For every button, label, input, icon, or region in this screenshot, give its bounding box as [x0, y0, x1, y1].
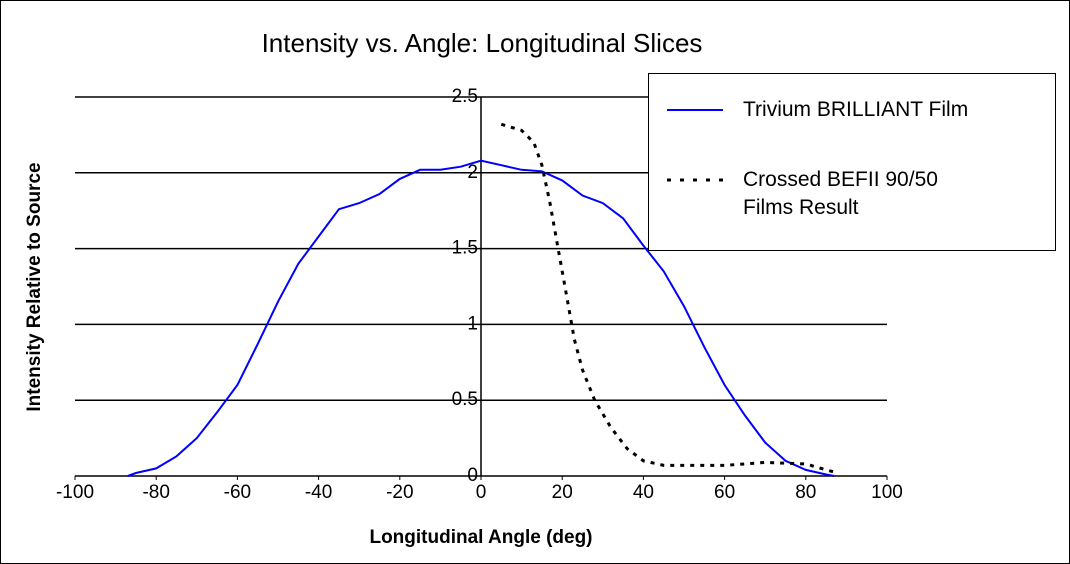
- x-tick-label: 100: [871, 482, 903, 503]
- x-tick-label: 0: [476, 482, 487, 503]
- x-tick-label: -80: [142, 482, 169, 503]
- y-tick-label: 0: [467, 465, 478, 486]
- x-tick-label: 60: [714, 482, 735, 503]
- x-tick-label: 40: [633, 482, 654, 503]
- x-tick-label: -20: [386, 482, 413, 503]
- legend-entry: Crossed BEFII 90/50 Films Result: [743, 168, 938, 219]
- chart-title: Intensity vs. Angle: Longitudinal Slices: [262, 28, 703, 58]
- y-tick-label: 0.5: [452, 389, 478, 410]
- legend-keys: [667, 109, 723, 182]
- y-tick-label: 1.5: [452, 238, 478, 259]
- y-axis-title: Intensity Relative to Source: [24, 162, 45, 411]
- x-tick-label: 80: [795, 482, 816, 503]
- x-tick-label: -40: [305, 482, 332, 503]
- x-tick-label: -60: [224, 482, 251, 503]
- legend: Trivium BRILLIANT Film Crossed BEFII 90/5…: [648, 73, 1056, 251]
- y-tick-label: 1: [467, 313, 478, 334]
- series-line: [500, 122, 839, 475]
- legend-entry: Trivium BRILLIANT Film: [743, 98, 969, 121]
- x-tick-label: 20: [552, 482, 573, 503]
- x-axis-title: Longitudinal Angle (deg): [369, 527, 592, 548]
- series-line: [127, 159, 835, 477]
- x-tick-label: -100: [56, 482, 94, 503]
- y-tick-label: 2.5: [452, 86, 478, 107]
- y-tick-label: 2: [467, 162, 478, 183]
